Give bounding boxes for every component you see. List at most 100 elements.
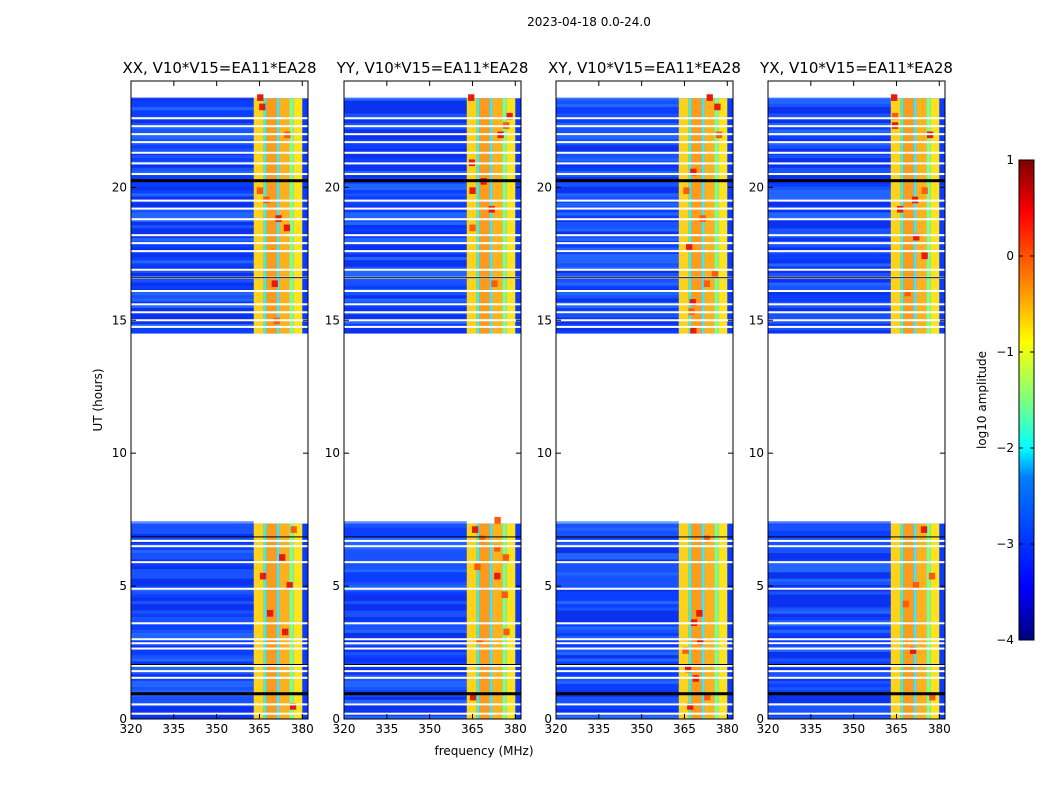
hot-spot [472, 526, 479, 533]
flag-line [768, 647, 945, 650]
noise-stripe [768, 285, 891, 289]
flag-line [344, 199, 521, 202]
noise-stripe [344, 272, 467, 277]
hot-spot [714, 103, 721, 111]
flag-line [344, 250, 521, 253]
y-tick-label: 20 [112, 180, 127, 194]
noise-stripe [344, 323, 467, 328]
flag-line [344, 311, 521, 314]
dark-line [344, 179, 521, 183]
hot-spot [283, 224, 291, 232]
y-tick-label: 0 [756, 712, 764, 726]
noise-stripe [131, 97, 254, 101]
noise-stripe [344, 260, 467, 264]
noise-stripe [131, 266, 254, 270]
noise-stripe [131, 556, 254, 560]
rfi-column [502, 523, 507, 719]
flag-line [131, 325, 308, 328]
noise-stripe [768, 193, 891, 197]
x-tick-label: 365 [248, 722, 271, 736]
hot-spot [501, 591, 508, 599]
noise-stripe [344, 537, 467, 541]
hot-spot [891, 112, 899, 120]
noise-stripe [131, 330, 254, 334]
noise-stripe [768, 690, 891, 694]
noise-stripe [768, 600, 891, 605]
flag-line [556, 712, 733, 715]
noise-stripe [556, 234, 679, 238]
noise-stripe [344, 135, 467, 139]
hot-spot [494, 544, 501, 552]
noise-stripe [131, 655, 254, 659]
rfi-column [479, 523, 490, 719]
noise-stripe [556, 639, 679, 643]
hot-spot [290, 526, 297, 533]
noise-stripe [768, 231, 891, 235]
hot-spot [704, 693, 711, 701]
noise-stripe [768, 537, 891, 541]
noise-stripe [768, 320, 891, 324]
noise-stripe [344, 715, 467, 719]
noise-stripe [768, 699, 891, 704]
noise-stripe [556, 298, 679, 302]
hot-spot [913, 233, 920, 241]
noise-stripe [131, 295, 254, 299]
noise-stripe [556, 148, 679, 152]
flag-line [556, 303, 733, 306]
noise-stripe [556, 533, 679, 538]
noise-stripe [131, 231, 254, 235]
noise-stripe [131, 119, 254, 124]
rfi-column [916, 523, 927, 719]
rfi-column [253, 98, 264, 334]
y-tick-label: 5 [756, 579, 764, 593]
noise-stripe [768, 298, 891, 302]
hot-spot [912, 582, 920, 589]
rfi-column [718, 98, 728, 334]
noise-stripe [768, 177, 891, 181]
flag-line [768, 242, 945, 245]
flag-line [131, 133, 308, 136]
noise-stripe [556, 709, 679, 713]
flag-line [344, 664, 521, 667]
noise-stripe [131, 292, 254, 296]
hot-spot [289, 703, 297, 710]
panel-frame [343, 80, 522, 720]
noise-stripe [768, 655, 891, 659]
noise-stripe [344, 521, 467, 525]
hot-spot [256, 187, 264, 194]
noise-stripe [131, 715, 254, 719]
flag-line [556, 162, 733, 165]
noise-stripe [344, 279, 467, 283]
flag-line [768, 587, 945, 590]
noise-stripe [768, 209, 891, 213]
noise-stripe [131, 135, 254, 139]
hot-spot [503, 628, 510, 636]
noise-stripe [131, 543, 254, 547]
noise-stripe [768, 709, 891, 713]
panel-1: YY, V10*V15=EA11*EA28 320 335 350 365 380 0 5 10… [325, 59, 529, 736]
noise-stripe [344, 292, 467, 296]
flag-line [131, 151, 308, 154]
rfi-column [276, 523, 280, 719]
noise-stripe [556, 266, 679, 270]
noise-stripe [131, 247, 254, 251]
hot-spot [494, 516, 501, 524]
hot-spot [929, 693, 936, 701]
flag-line [556, 151, 733, 154]
flag-line [131, 539, 308, 542]
flag-line [344, 162, 521, 165]
noise-stripe [344, 298, 467, 302]
flag-line [344, 268, 521, 271]
x-tick-label: 335 [162, 722, 185, 736]
noise-stripe [344, 623, 467, 627]
flag-line [768, 141, 945, 144]
noise-stripe [131, 620, 254, 624]
flag-line [556, 325, 733, 328]
colorbar-tick-label: −1 [996, 345, 1014, 359]
noise-stripe [131, 298, 254, 302]
noise-stripe [131, 113, 254, 117]
noise-stripe [768, 148, 891, 152]
noise-stripe [344, 295, 467, 299]
noise-stripe [556, 537, 679, 541]
flag-line [131, 242, 308, 245]
